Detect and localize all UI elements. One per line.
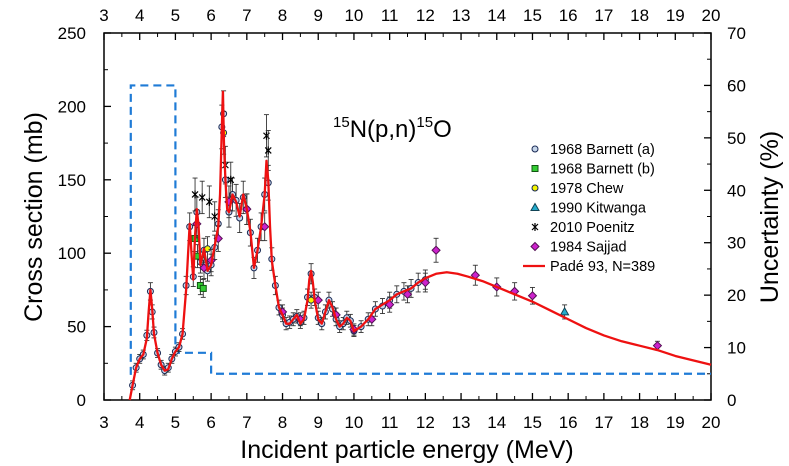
reaction-label: 15N(p,n)15O [333,114,452,143]
data-point-series-2 [307,296,315,304]
uncertainty-line [129,84,711,375]
x-tick-label-top: 11 [381,6,399,25]
data-point-series-5 [431,245,441,255]
x-tick-label-top: 6 [206,6,215,25]
data-point-series-4 [205,197,213,206]
legend-label: 1968 Barnett (b) [550,162,655,178]
reaction-mass-b: 15 [416,114,433,131]
x-axis-title: Incident particle energy (MeV) [240,436,573,464]
reaction-mass-a: 15 [333,114,350,131]
x-tick-label: 13 [452,413,471,432]
y-tick-label: 250 [58,24,86,43]
x-tick-label: 12 [416,413,435,432]
y-tick-label: 0 [77,391,86,410]
x-tick-label-top: 7 [242,6,251,25]
x-tick-label: 20 [702,413,721,432]
x-tick-label: 7 [242,413,251,432]
x-tick-label-top: 8 [278,6,287,25]
x-tick-label: 3 [99,413,108,432]
x-tick-label-top: 19 [666,6,685,25]
x-tick-label-top: 4 [135,6,144,25]
legend: 1968 Barnett (a) 1968 Barnett (b) 1978 Che… [523,142,655,275]
x-tick-label: 17 [594,413,613,432]
y2-tick-label: 30 [727,234,746,253]
x-tick-label: 14 [487,413,506,432]
y2-tick-label: 20 [727,286,746,305]
x-tick-label: 15 [523,413,542,432]
x-tick-label: 10 [344,413,363,432]
y-tick-label: 100 [58,244,86,263]
data-point-series-1 [199,284,207,292]
legend-marker-series-4 [531,223,539,231]
x-tick-label-top: 12 [416,6,435,25]
y2-tick-label: 0 [727,391,736,410]
legend-label: Padé 93, N=389 [550,259,655,275]
x-tick-label: 18 [630,413,649,432]
x-tick-label: 4 [135,413,144,432]
y-axis-title: Cross section (mb) [20,112,48,322]
legend-marker-series-5 [530,241,540,252]
plot-frame [103,32,712,401]
y-tick-label: 200 [58,97,86,116]
x-tick-label: 19 [666,413,685,432]
data-point-series-4 [191,190,199,199]
x-tick-label: 5 [171,413,180,432]
x-tick-label-top: 16 [559,6,578,25]
x-tick-label-top: 15 [523,6,542,25]
pade-fit-line [128,90,712,401]
legend-marker-series-0 [531,145,539,153]
fit-layer [128,90,712,401]
data-point-series-3 [559,306,570,316]
x-tick-label: 9 [314,413,323,432]
x-tick-label-top: 17 [594,6,613,25]
ticks-layer: 3 3 4 4 5 5 6 6 7 7 8 8 9 9 10 10 11 11 12 12 13 13 14 14 15 15 16… [58,6,746,432]
y2-tick-label: 10 [727,339,746,358]
y2-tick-label: 50 [727,129,746,148]
reaction-process: (p,n) [367,116,416,143]
legend-label: 1968 Barnett (a) [550,142,655,158]
legend-label: 1990 Kitwanga [550,201,647,217]
uncertainty-layer [129,84,711,375]
data-point-series-4 [198,193,206,202]
x-tick-label-top: 10 [344,6,363,25]
x-tick-label: 11 [381,413,399,432]
x-tick-label-top: 14 [487,6,506,25]
reaction-element-b: O [433,116,452,143]
data-point-series-4 [211,212,219,221]
legend-label: 1984 Sajjad [550,240,627,256]
legend-label: 1978 Chew [550,181,624,197]
legend-marker-series-2 [531,184,539,192]
x-tick-label-top: 9 [314,6,323,25]
data-point-series-5 [527,291,538,301]
x-tick-label-top: 5 [171,6,180,25]
data-point-series-5 [402,289,413,300]
x-tick-label: 6 [206,413,215,432]
legend-marker-series-1 [531,165,539,172]
reaction-element-a: N [350,116,367,143]
x-tick-label-top: 18 [630,6,649,25]
x-tick-label-top: 3 [99,6,108,25]
y2-axis-title: Uncertainty (%) [756,131,784,303]
legend-label: 2010 Poenitz [550,220,635,236]
x-tick-label: 8 [278,413,287,432]
y-tick-label: 50 [67,318,86,337]
data-point-series-4 [264,146,272,155]
x-tick-label-top: 20 [702,6,721,25]
x-tick-label-top: 13 [452,6,471,25]
y2-tick-label: 60 [727,76,746,95]
y2-tick-label: 70 [727,24,746,43]
data-point-series-4 [227,175,235,184]
y-tick-label: 150 [58,171,86,190]
x-tick-label: 16 [559,413,578,432]
y2-tick-label: 40 [727,181,746,200]
legend-marker-series-3 [530,202,540,211]
